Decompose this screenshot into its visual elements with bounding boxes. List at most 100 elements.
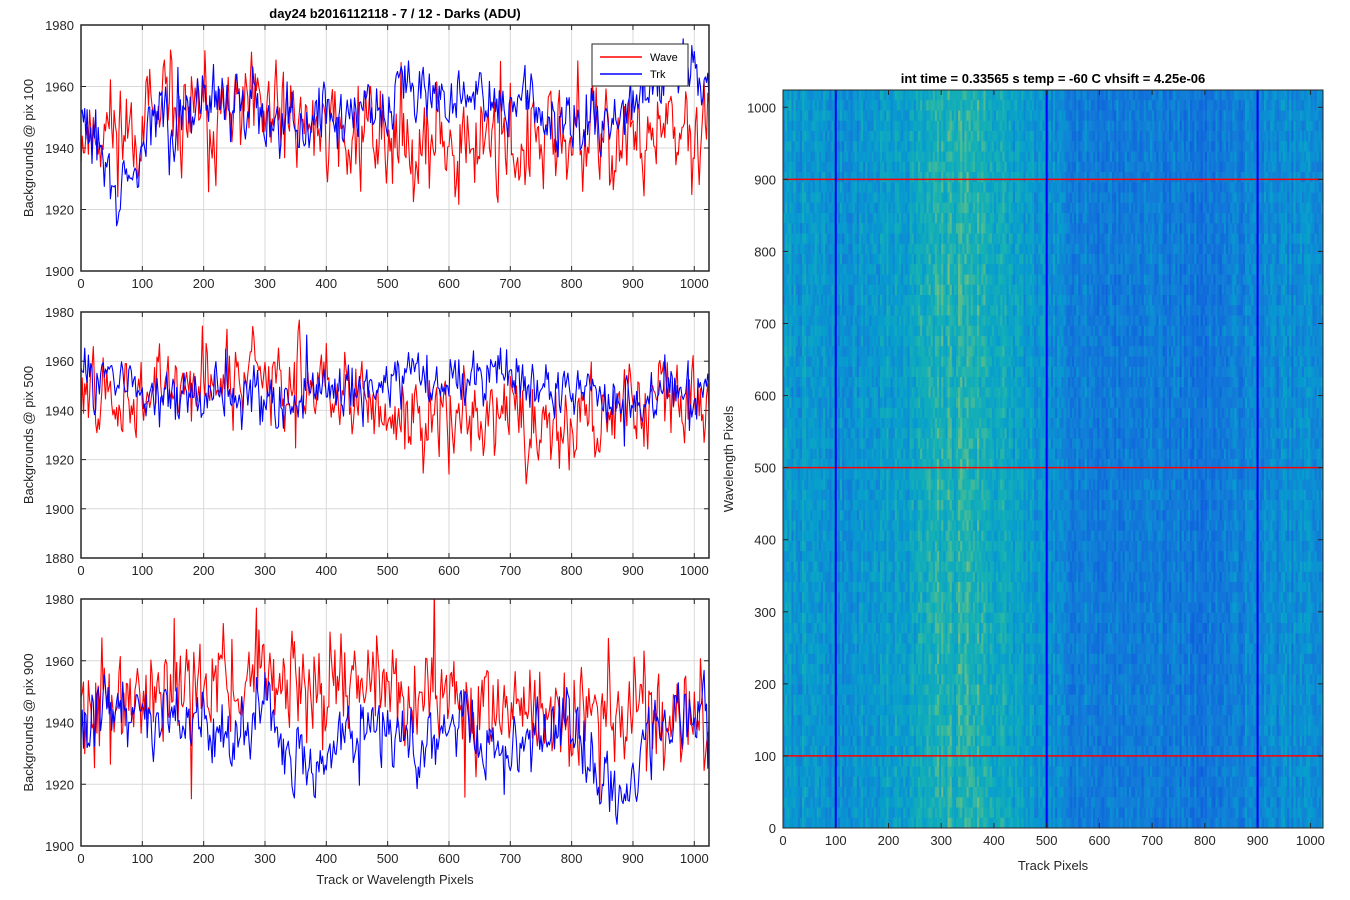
x-tick-label: 600 [438, 276, 460, 291]
x-tick-label: 200 [193, 276, 215, 291]
y-tick-label: 1000 [747, 100, 776, 115]
y-tick-label: 800 [754, 244, 776, 259]
line-plot-pix-900: 0 100 200 300 400 500 600 700 800 900 1000 1900 1920… [21, 592, 710, 887]
y-tick-label: 1920 [45, 203, 74, 218]
x-tick-label: 500 [1036, 833, 1058, 848]
y-tick-label: 1960 [45, 80, 74, 95]
x-tick-label: 600 [438, 563, 460, 578]
y-tick-label: 1900 [45, 839, 74, 854]
x-tick-label: 100 [131, 276, 153, 291]
y-tick-label: 900 [754, 172, 776, 187]
axes-frame [80, 598, 710, 847]
x-tick-label: 0 [77, 563, 84, 578]
y-axis-label: Backgrounds @ pix 500 [21, 366, 36, 504]
y-tick-label: 1940 [45, 403, 74, 418]
x-tick-label: 300 [254, 851, 276, 866]
legend-label-wave: Wave [650, 52, 678, 64]
x-tick-label: 900 [622, 276, 644, 291]
axes-frame [80, 24, 710, 272]
x-tick-label: 1000 [680, 563, 709, 578]
y-tick-label: 1980 [45, 18, 74, 33]
y-tick-label: 300 [754, 605, 776, 620]
x-tick-label: 1000 [680, 851, 709, 866]
y-tick-label: 1960 [45, 654, 74, 669]
series-line-trk [81, 669, 709, 825]
x-tick-label: 600 [438, 851, 460, 866]
legend-box [591, 43, 689, 87]
y-axis-label: Backgrounds @ pix 100 [21, 79, 36, 217]
y-tick-label: 100 [754, 749, 776, 764]
x-tick-label: 800 [561, 276, 583, 291]
x-tick-label: 200 [878, 833, 900, 848]
x-tick-label: 400 [315, 563, 337, 578]
y-tick-label: 1880 [45, 551, 74, 566]
y-axis-label: Backgrounds @ pix 900 [21, 653, 36, 791]
series-group [81, 599, 709, 825]
x-tick-label: 0 [779, 833, 786, 848]
x-tick-label: 700 [499, 563, 521, 578]
x-tick-label: 300 [254, 276, 276, 291]
x-tick-label: 800 [1194, 833, 1216, 848]
y-tick-label: 1900 [45, 264, 74, 279]
legend-label-trk: Trk [650, 69, 666, 81]
x-tick-label: 900 [622, 851, 644, 866]
x-tick-label: 400 [983, 833, 1005, 848]
y-tick-label: 1920 [45, 777, 74, 792]
x-tick-label: 700 [1141, 833, 1163, 848]
y-tick-label: 1980 [45, 592, 74, 607]
y-tick-label: 500 [754, 461, 776, 476]
line-plot-pix-500: 0 100 200 300 400 500 600 700 800 900 1000 1880 1900… [21, 305, 710, 578]
x-tick-label: 900 [622, 563, 644, 578]
x-tick-label: 900 [1247, 833, 1269, 848]
series-group [81, 38, 709, 227]
y-tick-label: 700 [754, 317, 776, 332]
y-tick-label: 1960 [45, 354, 74, 369]
axes-frame [782, 89, 1324, 829]
x-tick-label: 400 [315, 276, 337, 291]
x-tick-label: 200 [193, 851, 215, 866]
x-tick-label: 1000 [1296, 833, 1325, 848]
chart-title: day24 b2016112118 - 7 / 12 - Darks (ADU) [269, 6, 520, 21]
x-tick-label: 700 [499, 276, 521, 291]
y-tick-label: 1940 [45, 141, 74, 156]
y-tick-label: 0 [769, 821, 776, 836]
x-tick-label: 200 [193, 563, 215, 578]
y-tick-label: 200 [754, 677, 776, 692]
x-tick-label: 600 [1089, 833, 1111, 848]
heatmap-cells [783, 90, 1324, 829]
y-tick-label: 1900 [45, 502, 74, 517]
x-tick-label: 100 [131, 851, 153, 866]
chart-title: int time = 0.33565 s temp = -60 C vhsift… [901, 71, 1206, 86]
y-axis-label: Wavelength Pixels [721, 405, 736, 512]
series-line-trk [81, 334, 709, 447]
y-tick-label: 600 [754, 389, 776, 404]
x-tick-label: 500 [377, 563, 399, 578]
x-tick-label: 1000 [680, 276, 709, 291]
y-tick-label: 1920 [45, 453, 74, 468]
x-tick-label: 300 [930, 833, 952, 848]
x-tick-label: 400 [315, 851, 337, 866]
series-group [81, 319, 709, 485]
heatmap-darks: 0 100 200 300 400 500 600 700 800 900 1000 0 100 200 3… [721, 71, 1325, 873]
axes-frame [80, 311, 710, 559]
x-tick-label: 800 [561, 851, 583, 866]
x-tick-label: 100 [131, 563, 153, 578]
x-tick-label: 0 [77, 851, 84, 866]
x-tick-label: 100 [825, 833, 847, 848]
x-tick-label: 500 [377, 276, 399, 291]
y-tick-label: 400 [754, 533, 776, 548]
x-axis-label: Track Pixels [1018, 858, 1089, 873]
x-tick-label: 700 [499, 851, 521, 866]
y-tick-label: 1980 [45, 305, 74, 320]
line-plot-pix-100: 0 100 200 300 400 500 600 700 800 900 1000 1900 1920… [21, 6, 710, 291]
x-axis-label: Track or Wavelength Pixels [316, 872, 474, 887]
plot-area [81, 312, 709, 558]
series-line-trk [81, 38, 709, 227]
x-tick-label: 500 [377, 851, 399, 866]
x-tick-label: 800 [561, 563, 583, 578]
x-tick-label: 0 [77, 276, 84, 291]
series-line-wave [81, 599, 709, 801]
x-tick-label: 300 [254, 563, 276, 578]
legend: Wave Trk [591, 43, 689, 87]
